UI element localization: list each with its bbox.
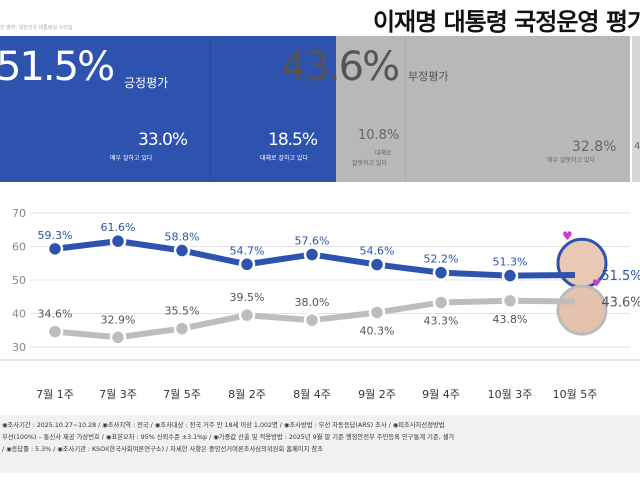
data-point (501, 292, 519, 310)
data-label: 58.8% (165, 231, 200, 244)
data-point (303, 246, 321, 263)
y-tick-label: 30 (12, 341, 26, 354)
data-label: 51.3% (493, 256, 528, 269)
data-label: 43.8% (493, 313, 528, 326)
negative-somewhat-label-1: 대체로 (375, 150, 392, 157)
data-label: 61.6% (101, 221, 136, 234)
positive-somewhat-label: 대체로 잘하고 있다 (260, 155, 308, 162)
page-title: 이재명 대통령 국정운영 평가 (372, 8, 640, 36)
data-label: 39.5% (230, 291, 265, 304)
data-label: 43.6% (601, 295, 640, 310)
data-point (368, 256, 386, 273)
y-tick-label: 50 (12, 274, 26, 287)
footnote-line: 무선(100%) – 통신사 제공 가상번호 / ◉표본오차 : 95% 신뢰수… (2, 434, 455, 441)
photo-source: 진 출처: 대한민국 대통령실 누리집 (0, 25, 73, 31)
data-point (238, 256, 256, 273)
negative-label: 부정평가 (408, 70, 449, 83)
positive-panel (0, 36, 336, 182)
data-point (46, 323, 64, 340)
divider (405, 36, 406, 182)
negative-total: 43.6% (281, 44, 400, 90)
negative-very-pct: 32.8% (572, 139, 617, 155)
positive-very-pct: 33.0% (138, 130, 188, 150)
heart-icon: ♥ (592, 279, 601, 290)
y-tick-label: 60 (12, 241, 26, 254)
footnote-line: / ◉응답률 : 5.3% / ◉조사기관 : KSOI(한국사회여론연구소) … (2, 446, 323, 453)
negative-panel (336, 36, 630, 182)
x-tick-label: 9월 2주 (358, 388, 396, 401)
x-tick-label: 8월 4주 (293, 388, 331, 401)
data-label: 59.3% (38, 229, 73, 242)
data-point (432, 264, 450, 281)
data-label: 38.0% (295, 296, 330, 309)
y-tick-label: 40 (12, 308, 26, 321)
data-point (109, 232, 127, 250)
data-label: 54.6% (360, 245, 395, 258)
positive-somewhat-pct: 18.5% (268, 130, 318, 150)
x-tick-label: 7월 5주 (163, 388, 201, 401)
data-label: 54.7% (230, 244, 265, 257)
trend-chart: 30 40 50 60 70 7월 1주 7월 3주 7월 5주 8월 2주 8월 4주 9월 2주… (0, 207, 640, 401)
data-point (173, 242, 191, 259)
divider (210, 36, 211, 182)
positive-total: 51.5% (0, 44, 115, 90)
data-point (109, 329, 127, 346)
data-label: 40.3% (360, 324, 395, 337)
other-panel (632, 36, 640, 182)
data-label: 35.5% (165, 305, 200, 318)
negative-very-label: 매우 잘못하고 있다 (547, 157, 595, 164)
x-tick-label: 10월 3주 (488, 388, 533, 401)
data-label: 32.9% (101, 313, 136, 326)
data-point (173, 320, 191, 337)
x-tick-label: 10월 5주 (553, 388, 598, 401)
data-label: 51.5% (601, 269, 640, 284)
other-pct: 4 (634, 141, 640, 152)
positive-very-label: 매우 잘하고 있다 (110, 155, 153, 162)
heart-icon: ♥ (562, 229, 573, 243)
data-point (46, 240, 64, 258)
data-label: 43.3% (424, 314, 459, 327)
data-point (368, 304, 386, 321)
negative-somewhat-pct: 10.8% (358, 128, 400, 143)
survey-footnote: ◉조사기간 : 2025.10.27~10.28 / ◉조사지역 : 전국 / … (0, 415, 640, 473)
president-photo-negative (556, 284, 608, 336)
positive-label: 긍정평가 (124, 76, 169, 90)
data-point (501, 267, 519, 284)
x-tick-label: 7월 1주 (36, 388, 74, 401)
footnote-line: ◉조사기간 : 2025.10.27~10.28 / ◉조사지역 : 전국 / … (2, 422, 445, 429)
data-label: 57.6% (295, 235, 330, 248)
y-tick-label: 70 (12, 207, 26, 220)
data-label: 34.6% (38, 308, 73, 321)
negative-somewhat-label-2: 잘못하고 있다 (352, 160, 388, 167)
x-tick-label: 8월 2주 (228, 388, 266, 401)
data-label: 52.2% (424, 253, 459, 266)
x-tick-label: 7월 3주 (99, 388, 137, 401)
data-point (432, 294, 450, 311)
data-point (238, 306, 256, 324)
data-point (303, 311, 321, 329)
x-tick-label: 9월 4주 (422, 388, 460, 401)
